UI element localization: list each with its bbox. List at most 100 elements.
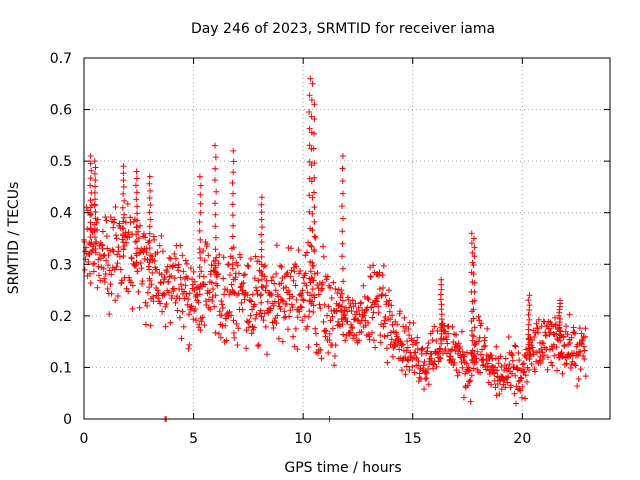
data-point (317, 346, 324, 353)
data-point (147, 216, 154, 223)
data-point (258, 238, 265, 245)
data-point (136, 304, 143, 311)
data-point (252, 315, 259, 322)
data-point (339, 190, 346, 197)
data-point (511, 363, 518, 370)
data-point (137, 260, 144, 267)
data-point (258, 246, 265, 253)
data-point (308, 243, 315, 250)
data-point (181, 295, 188, 302)
data-point (224, 261, 231, 268)
data-point (262, 262, 269, 269)
data-point (142, 234, 149, 241)
data-point (230, 169, 237, 176)
data-point (290, 333, 297, 340)
data-point (469, 308, 475, 315)
data-point (135, 235, 142, 242)
data-point (258, 261, 265, 268)
axis-ticks: 0 0.1 0.2 0.3 0.4 0.5 0.6 0.7 0 5 10 15 20 (50, 51, 610, 447)
data-point (87, 226, 94, 233)
data-point (518, 394, 525, 401)
data-point (431, 323, 438, 330)
data-point (261, 273, 268, 280)
data-point (245, 324, 252, 331)
data-point (185, 311, 192, 318)
data-point (186, 290, 193, 297)
data-point (309, 80, 316, 87)
data-point (479, 346, 486, 353)
data-point (482, 342, 489, 349)
data-point (197, 209, 204, 216)
data-point (549, 345, 556, 352)
x-tick-label: 15 (404, 431, 422, 447)
data-point (133, 168, 140, 175)
data-point (422, 375, 429, 382)
data-point (365, 319, 372, 326)
data-point (335, 318, 342, 325)
data-point (566, 311, 573, 318)
data-point (262, 323, 269, 330)
data-point (196, 173, 203, 180)
data-point (413, 339, 420, 346)
data-point (469, 298, 476, 305)
data-point (474, 348, 481, 355)
data-point (376, 285, 383, 292)
data-point (288, 301, 295, 308)
data-point (163, 300, 170, 307)
data-point (139, 278, 146, 285)
data-point (120, 170, 127, 177)
data-point (389, 353, 396, 360)
x-tick-label: 10 (294, 431, 312, 447)
data-point (160, 290, 167, 297)
data-point (355, 304, 362, 311)
data-point (578, 330, 585, 337)
data-point (244, 292, 251, 299)
data-point (516, 357, 523, 364)
data-point (108, 290, 115, 297)
data-point (210, 286, 217, 293)
data-point (105, 252, 112, 259)
data-point (394, 341, 401, 348)
data-point (87, 219, 94, 226)
data-point (470, 333, 477, 340)
data-point (310, 189, 317, 196)
data-point (167, 255, 174, 262)
data-point (519, 383, 526, 390)
data-point (251, 301, 258, 308)
data-point (171, 250, 178, 257)
data-point (468, 327, 475, 334)
data-point (481, 334, 488, 341)
data-point (92, 240, 99, 247)
data-point (557, 337, 564, 344)
data-point (112, 232, 119, 239)
data-point (170, 285, 177, 292)
data-point (309, 227, 316, 234)
data-point (309, 286, 316, 293)
data-point (182, 282, 189, 289)
data-point (305, 344, 312, 351)
data-point (235, 290, 242, 297)
data-point (449, 356, 456, 363)
data-point (223, 337, 230, 344)
data-point (240, 280, 247, 287)
data-point (337, 294, 344, 301)
data-point (165, 289, 172, 296)
data-point (230, 244, 237, 251)
data-point (515, 378, 522, 385)
data-point (132, 262, 139, 269)
data-point (197, 191, 204, 198)
data-point (567, 340, 574, 347)
data-point (415, 358, 422, 365)
data-point (258, 231, 265, 238)
data-point (90, 261, 97, 268)
data-point (121, 197, 128, 204)
data-point (197, 282, 204, 289)
data-point (258, 201, 265, 208)
data-point (294, 314, 301, 321)
data-point (167, 319, 174, 326)
data-point (511, 342, 518, 349)
data-point (425, 366, 432, 373)
data-point (190, 268, 197, 275)
data-point (574, 383, 581, 390)
data-point (364, 294, 371, 301)
